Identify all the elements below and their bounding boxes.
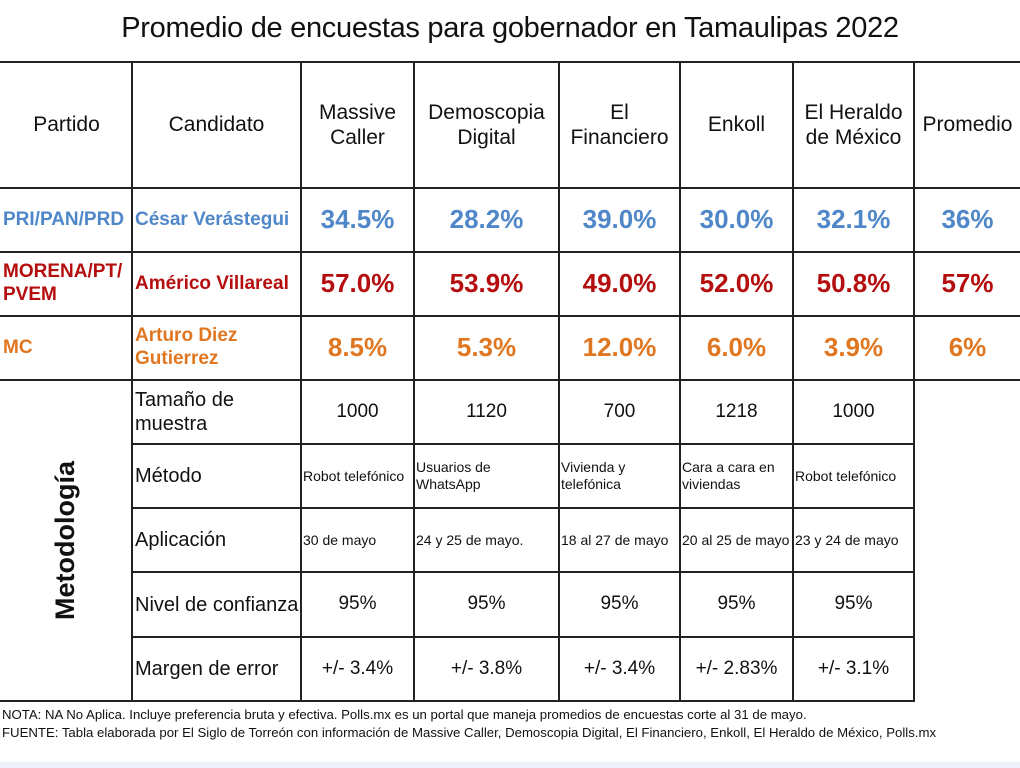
header-divider bbox=[0, 187, 1020, 189]
header-promedio: Promedio bbox=[922, 113, 1013, 137]
row-divider bbox=[0, 379, 1020, 381]
methodology-value: +/- 2.83% bbox=[695, 657, 778, 679]
poll-value: 6.0% bbox=[706, 332, 767, 363]
header-candidato: Candidato bbox=[168, 113, 265, 137]
methodology-value: 700 bbox=[603, 400, 636, 422]
methodology-value: 95% bbox=[600, 593, 639, 615]
poll-value: 32.1% bbox=[816, 204, 891, 235]
methodology-value: 1120 bbox=[466, 400, 507, 422]
column-divider bbox=[131, 61, 133, 702]
methodology-value: 95% bbox=[717, 593, 756, 615]
notes: NOTA: NA No Aplica. Incluye preferencia … bbox=[2, 706, 936, 742]
methodology-label: Tamaño de muestra bbox=[135, 389, 234, 435]
methodology-value: 1000 bbox=[832, 400, 875, 422]
methodology-label: Método bbox=[135, 465, 202, 487]
methodology-label: Aplicación bbox=[135, 529, 227, 551]
average-value: 6% bbox=[948, 332, 987, 363]
column-divider bbox=[300, 61, 302, 702]
methodology-value: +/- 3.1% bbox=[817, 657, 890, 679]
poll-value: 5.3% bbox=[456, 332, 517, 363]
poll-value: 28.2% bbox=[449, 204, 524, 235]
poll-value: 3.9% bbox=[823, 332, 884, 363]
methodology-value: Usuarios de WhatsApp bbox=[416, 459, 491, 492]
poll-value: 57.0% bbox=[320, 268, 395, 299]
row-divider bbox=[131, 571, 913, 573]
row-divider bbox=[0, 251, 1020, 253]
methodology-value: 18 al 27 de mayo bbox=[561, 531, 669, 548]
candidate-name: Arturo Diez Gutierrez bbox=[135, 325, 238, 369]
fuente-text: FUENTE: Tabla elaborada por El Siglo de … bbox=[2, 725, 937, 740]
header-pollster: El Financiero bbox=[570, 100, 669, 149]
bottom-bar bbox=[0, 762, 1020, 768]
methodology-label: Margen de error bbox=[135, 658, 279, 680]
poll-value: 34.5% bbox=[320, 204, 395, 235]
column-divider bbox=[679, 61, 681, 702]
methodology-value: +/- 3.4% bbox=[583, 657, 656, 679]
party-name: PRI/PAN/PRD bbox=[3, 208, 125, 230]
methodology-value: +/- 3.8% bbox=[450, 657, 523, 679]
party-name: MORENA/PT/ PVEM bbox=[3, 261, 123, 305]
average-value: 57% bbox=[941, 268, 994, 299]
column-divider bbox=[413, 61, 415, 702]
poll-value: 12.0% bbox=[582, 332, 657, 363]
page-title: Promedio de encuestas para gobernador en… bbox=[121, 12, 899, 44]
column-divider bbox=[792, 61, 794, 702]
candidate-name: César Verástegui bbox=[135, 208, 290, 230]
methodology-value: 95% bbox=[338, 593, 377, 615]
methodology-value: 95% bbox=[467, 593, 506, 615]
poll-value: 50.8% bbox=[816, 268, 891, 299]
poll-value: 39.0% bbox=[582, 204, 657, 235]
methodology-value: Robot telefónico bbox=[303, 467, 405, 484]
poll-value: 52.0% bbox=[699, 268, 774, 299]
candidate-name: Américo Villareal bbox=[135, 272, 289, 294]
methodology-label: Nivel de confianza bbox=[135, 593, 299, 616]
nota-text: NOTA: NA No Aplica. Incluye preferencia … bbox=[2, 707, 807, 722]
methodology-value: +/- 3.4% bbox=[321, 657, 394, 679]
poll-value: 49.0% bbox=[582, 268, 657, 299]
methodology-value: Robot telefónico bbox=[795, 467, 897, 484]
metodologia-label: Metodología bbox=[0, 381, 131, 700]
methodology-value: 23 y 24 de mayo bbox=[795, 531, 899, 548]
methodology-value: 1000 bbox=[336, 400, 379, 422]
methodology-value: Cara a cara en viviendas bbox=[682, 459, 775, 492]
party-name: MC bbox=[3, 336, 33, 358]
header-partido: Partido bbox=[33, 113, 100, 137]
header-pollster: Demoscopia Digital bbox=[428, 100, 545, 149]
row-divider bbox=[131, 636, 913, 638]
methodology-value: 30 de mayo bbox=[303, 531, 377, 548]
row-divider bbox=[131, 507, 913, 509]
methodology-value: 1218 bbox=[715, 400, 758, 422]
methodology-value: 95% bbox=[834, 593, 873, 615]
row-divider bbox=[131, 443, 913, 445]
metodologia-label-text: Metodología bbox=[50, 461, 81, 620]
row-divider bbox=[0, 315, 1020, 317]
poll-value: 30.0% bbox=[699, 204, 774, 235]
poll-value: 53.9% bbox=[449, 268, 524, 299]
table-top-border bbox=[0, 61, 1020, 63]
methodology-value: 20 al 25 de mayo bbox=[682, 531, 790, 548]
header-pollster: Enkoll bbox=[707, 113, 766, 137]
methodology-value: 24 y 25 de mayo. bbox=[416, 531, 524, 548]
column-divider bbox=[558, 61, 560, 702]
poll-value: 8.5% bbox=[327, 332, 388, 363]
header-pollster: El Heraldo de México bbox=[804, 100, 903, 149]
average-value: 36% bbox=[941, 204, 994, 235]
header-pollster: Massive Caller bbox=[318, 100, 397, 149]
table-bottom-border bbox=[0, 700, 915, 702]
column-divider bbox=[913, 61, 915, 702]
methodology-value: Vivienda y telefónica bbox=[561, 459, 626, 492]
